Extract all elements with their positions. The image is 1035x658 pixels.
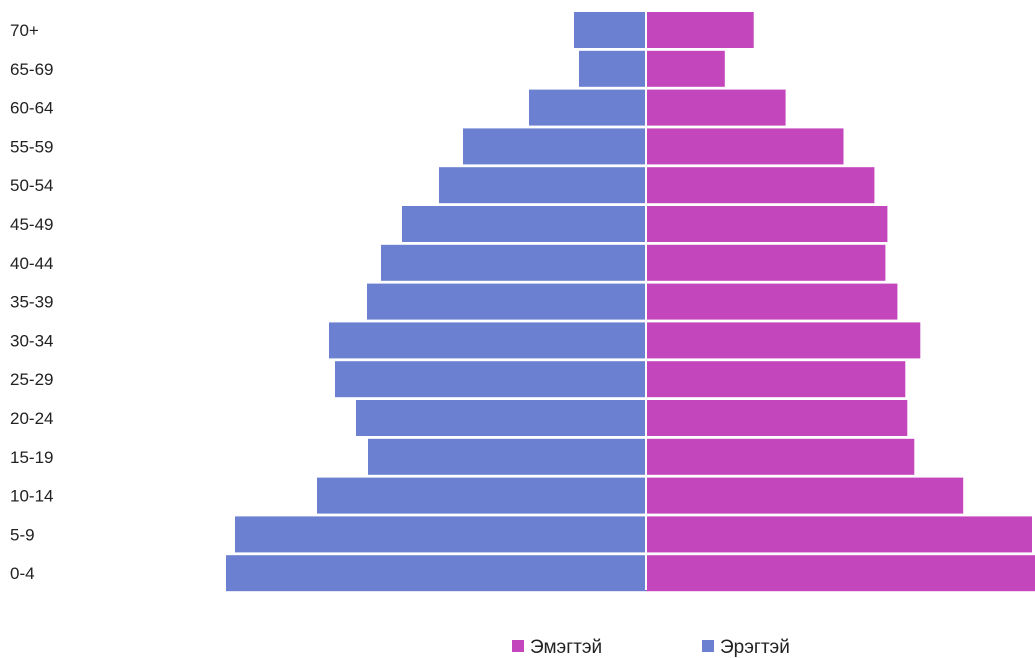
bar-female-55-59 <box>646 128 844 165</box>
bar-female-15-19 <box>646 438 915 475</box>
age-group-labels: 70+ 65-69 60-64 55-59 50-54 45-49 40-44 35-39 30… <box>10 21 53 583</box>
age-label-20-24: 20-24 <box>10 409 53 428</box>
age-label-0-4: 0-4 <box>10 564 35 583</box>
bar-female-65-69 <box>646 50 725 87</box>
legend-label-male: Эрэгтэй <box>720 637 790 658</box>
age-label-45-49: 45-49 <box>10 215 53 234</box>
bar-female-40-44 <box>646 244 886 281</box>
bar-female-50-54 <box>646 167 875 204</box>
bar-male-60-64 <box>529 89 646 126</box>
age-label-25-29: 25-29 <box>10 370 53 389</box>
age-label-5-9: 5-9 <box>10 525 35 544</box>
bars-layer <box>226 12 1035 592</box>
age-label-70+: 70+ <box>10 21 39 40</box>
bar-female-10-14 <box>646 477 964 514</box>
legend-item-male: Эрэгтэй <box>702 637 790 658</box>
legend-label-female: Эмэгтэй <box>530 637 602 658</box>
bar-female-25-29 <box>646 361 906 398</box>
bar-female-70+ <box>646 12 754 48</box>
bar-male-70+ <box>574 12 646 48</box>
age-label-35-39: 35-39 <box>10 293 53 312</box>
bar-male-40-44 <box>381 244 646 281</box>
bar-male-10-14 <box>317 477 646 514</box>
age-label-30-34: 30-34 <box>10 331 53 350</box>
bar-male-5-9 <box>235 516 646 553</box>
bar-male-15-19 <box>368 438 646 475</box>
bar-female-5-9 <box>646 516 1032 553</box>
age-label-60-64: 60-64 <box>10 99 53 118</box>
bar-male-65-69 <box>579 50 646 87</box>
bar-male-20-24 <box>356 400 646 436</box>
bar-male-0-4 <box>226 555 646 592</box>
bar-female-20-24 <box>646 400 908 436</box>
legend-swatch-male <box>702 640 714 652</box>
age-label-50-54: 50-54 <box>10 176 53 195</box>
legend: Эмэгтэй Эрэгтэй <box>512 637 790 658</box>
bar-male-35-39 <box>367 283 646 320</box>
bar-female-60-64 <box>646 89 786 126</box>
legend-swatch-female <box>512 640 524 652</box>
age-label-40-44: 40-44 <box>10 254 53 273</box>
age-label-10-14: 10-14 <box>10 487 53 506</box>
bar-male-30-34 <box>329 322 646 359</box>
bar-female-45-49 <box>646 206 888 242</box>
bar-female-30-34 <box>646 322 921 359</box>
age-label-15-19: 15-19 <box>10 448 53 467</box>
legend-item-female: Эмэгтэй <box>512 637 602 658</box>
bar-female-35-39 <box>646 283 898 320</box>
bar-male-55-59 <box>463 128 646 165</box>
bar-male-50-54 <box>439 167 646 204</box>
age-label-55-59: 55-59 <box>10 137 53 156</box>
bar-male-45-49 <box>402 206 646 242</box>
bar-female-0-4 <box>646 555 1035 592</box>
age-label-65-69: 65-69 <box>10 60 53 79</box>
bar-male-25-29 <box>335 361 646 398</box>
